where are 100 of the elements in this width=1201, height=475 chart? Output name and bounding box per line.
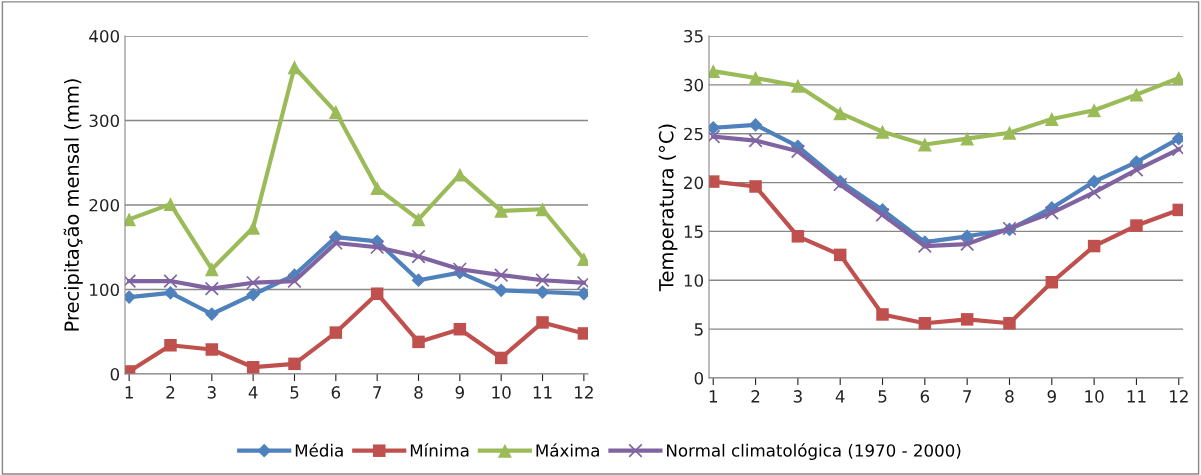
point	[833, 248, 847, 262]
point	[960, 229, 975, 244]
y-tick-label: 0	[694, 371, 704, 385]
x-tick-label: 2	[751, 390, 760, 403]
point	[1129, 87, 1144, 102]
point	[1087, 239, 1101, 253]
x-tick-label: 11	[533, 386, 552, 399]
legend-label: Normal climatológica (1970 - 2000)	[667, 443, 961, 460]
point	[163, 273, 178, 289]
x-tick-label: 11	[1127, 390, 1146, 403]
point	[960, 131, 975, 146]
x-tick-label: 6	[331, 386, 341, 399]
legend-label: Máxima	[536, 443, 599, 457]
point	[494, 283, 509, 298]
point	[1129, 162, 1144, 177]
point	[1087, 174, 1101, 189]
point	[494, 203, 509, 218]
x-tick-label: 12	[1169, 390, 1188, 403]
point	[494, 351, 508, 365]
x-tick-label: 10	[492, 386, 511, 399]
point	[748, 71, 763, 85]
y-tick-label: 5	[694, 323, 703, 336]
point	[411, 212, 426, 227]
point	[204, 281, 219, 296]
point	[535, 202, 550, 217]
point	[1087, 103, 1102, 118]
point	[494, 268, 509, 283]
point	[204, 307, 219, 321]
point	[1002, 125, 1017, 140]
point	[246, 360, 260, 374]
point	[328, 235, 343, 251]
point	[411, 273, 426, 288]
x-tick-label: 7	[963, 390, 972, 403]
point	[536, 316, 549, 329]
x-tick-label: 4	[248, 386, 258, 399]
point	[749, 180, 762, 193]
x-tick-label: 8	[414, 386, 423, 399]
point	[204, 262, 219, 277]
y-axis-title: Precipitação mensal (mm)	[63, 79, 83, 331]
point	[328, 105, 343, 119]
point	[748, 133, 763, 148]
point	[453, 322, 467, 336]
point	[412, 335, 425, 349]
x-tick-label: 9	[455, 386, 464, 399]
point	[1129, 155, 1144, 169]
point	[535, 273, 550, 288]
y-tick-label: 20	[684, 176, 704, 190]
legend-label: Mínima	[410, 443, 469, 457]
x-tick-label: 5	[878, 390, 887, 403]
x-tick-label: 4	[835, 390, 845, 403]
point	[535, 285, 550, 299]
point	[917, 239, 932, 254]
point	[1130, 219, 1143, 232]
x-tick-label: 7	[373, 386, 382, 399]
x-tick-label: 5	[290, 386, 299, 399]
point	[790, 78, 805, 93]
x-tick-label: 12	[575, 386, 593, 399]
x-tick-label: 2	[166, 386, 175, 399]
x-tick-label: 1	[709, 390, 717, 403]
point	[246, 220, 261, 235]
y-tick-label: 10	[684, 274, 704, 287]
point	[918, 317, 932, 330]
x-tick-label: 1	[125, 386, 133, 399]
point	[790, 144, 805, 159]
y-tick-label: 200	[89, 198, 120, 212]
point	[960, 237, 975, 252]
y-tick-label: 400	[89, 29, 120, 43]
point	[748, 118, 763, 132]
x-tick-label: 3	[207, 386, 216, 399]
point	[1087, 185, 1102, 200]
y-tick-label: 25	[684, 127, 703, 141]
point	[833, 106, 848, 121]
y-tick-label: 300	[89, 114, 120, 128]
point	[163, 197, 178, 212]
point	[164, 339, 177, 352]
y-tick-label: 30	[684, 78, 704, 92]
point	[370, 181, 385, 196]
point	[875, 207, 890, 222]
point	[917, 137, 932, 152]
point	[791, 230, 805, 243]
point	[205, 343, 219, 356]
point	[1003, 317, 1016, 330]
y-tick-label: 35	[684, 29, 703, 43]
x-tick-label: 9	[1047, 390, 1056, 403]
point	[246, 287, 261, 302]
point	[370, 287, 384, 300]
point	[288, 357, 301, 371]
point	[411, 249, 426, 264]
y-tick-label: 15	[684, 225, 703, 238]
legend-label: Média	[295, 443, 343, 457]
point	[1044, 112, 1059, 126]
point	[960, 313, 974, 326]
y-tick-label: 100	[90, 283, 120, 297]
x-tick-label: 10	[1085, 390, 1104, 403]
point	[1045, 275, 1059, 289]
point	[246, 275, 261, 290]
x-tick-label: 8	[1005, 390, 1014, 403]
y-tick-label: 0	[110, 367, 120, 381]
y-axis-title: Temperatura (°C)	[658, 124, 678, 292]
point	[163, 286, 178, 300]
